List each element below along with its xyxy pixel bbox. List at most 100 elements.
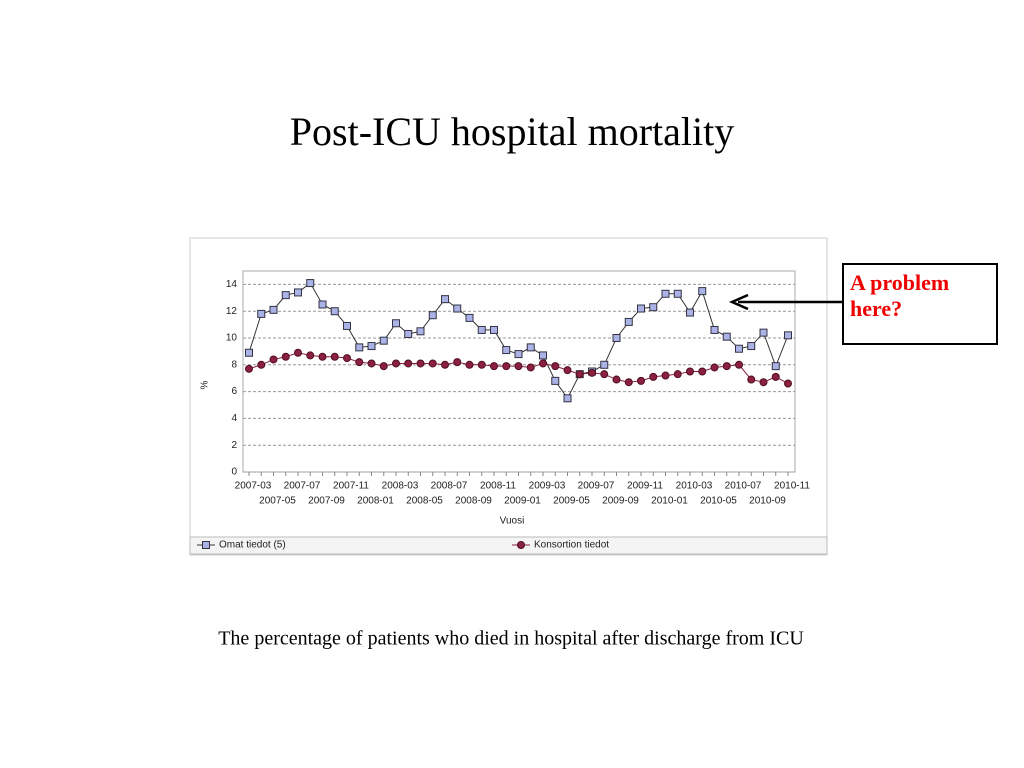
marker-square xyxy=(477,325,486,334)
marker-square xyxy=(343,321,351,330)
marker-square xyxy=(661,289,670,298)
marker-circle xyxy=(502,362,511,371)
marker-circle xyxy=(355,358,364,367)
x-tick-label: 2008-03 xyxy=(382,481,419,492)
marker-square xyxy=(539,351,547,360)
marker-square xyxy=(551,376,560,385)
x-axis-label: Vuosi xyxy=(500,516,525,527)
slide-title: Post-ICU hospital mortality xyxy=(290,109,734,154)
marker-square xyxy=(747,342,756,351)
chart-panel xyxy=(189,237,828,556)
marker-circle xyxy=(649,372,658,381)
marker-square xyxy=(526,343,535,352)
marker-circle xyxy=(318,352,327,361)
y-tick-label: 14 xyxy=(226,279,238,290)
y-tick-label: 0 xyxy=(231,467,237,478)
marker-square xyxy=(710,325,719,334)
x-tick-label: 2009-07 xyxy=(578,481,615,492)
y-tick-label: 10 xyxy=(226,333,238,344)
x-tick-label: 2007-03 xyxy=(235,481,272,492)
marker-circle xyxy=(600,370,609,379)
y-tick-label: 4 xyxy=(231,413,237,424)
marker-square xyxy=(502,346,511,355)
marker-circle xyxy=(441,360,449,369)
marker-square xyxy=(257,309,266,318)
x-tick-label: 2010-05 xyxy=(700,496,737,507)
legend-marker xyxy=(517,541,525,549)
marker-circle xyxy=(686,367,694,376)
marker-circle xyxy=(404,359,413,368)
marker-circle xyxy=(514,362,523,371)
marker-circle xyxy=(257,360,266,369)
marker-circle xyxy=(428,359,437,368)
marker-circle xyxy=(624,378,633,387)
marker-square xyxy=(453,304,462,313)
marker-square xyxy=(612,334,621,342)
x-tick-label: 2009-11 xyxy=(627,481,663,492)
marker-square xyxy=(722,332,731,341)
marker-circle xyxy=(661,371,670,380)
x-tick-label: 2010-09 xyxy=(749,496,786,507)
marker-square xyxy=(367,342,376,351)
marker-square xyxy=(416,327,425,336)
x-tick-label: 2008-11 xyxy=(480,481,516,492)
y-tick-label: 6 xyxy=(231,386,237,397)
marker-circle xyxy=(612,375,621,384)
marker-square xyxy=(379,336,388,345)
marker-square xyxy=(735,344,743,353)
x-tick-label: 2010-01 xyxy=(651,496,688,507)
x-tick-label: 2009-03 xyxy=(529,481,566,492)
marker-square xyxy=(281,291,290,300)
annotation-arrowhead xyxy=(728,293,749,311)
y-tick-label: 2 xyxy=(231,440,237,451)
x-tick-label: 2007-07 xyxy=(284,481,321,492)
x-tick-label: 2007-11 xyxy=(333,481,369,492)
marker-circle xyxy=(477,360,486,369)
marker-square xyxy=(600,360,609,369)
x-tick-label: 2009-05 xyxy=(553,496,590,507)
marker-circle xyxy=(710,363,719,372)
marker-circle xyxy=(735,360,743,369)
marker-circle xyxy=(306,351,315,360)
marker-square xyxy=(465,313,474,322)
marker-circle xyxy=(367,359,376,368)
marker-square xyxy=(563,394,572,403)
y-axis-label: % xyxy=(200,380,211,389)
x-tick-label: 2008-01 xyxy=(357,496,394,507)
marker-circle xyxy=(281,352,290,361)
marker-circle xyxy=(588,368,596,377)
x-tick-label: 2009-09 xyxy=(602,496,639,507)
marker-square xyxy=(404,329,413,338)
marker-circle xyxy=(343,354,351,363)
marker-square xyxy=(392,319,400,328)
marker-circle xyxy=(330,352,339,361)
marker-square xyxy=(784,331,792,340)
marker-square xyxy=(245,348,253,357)
marker-circle xyxy=(698,367,707,376)
marker-circle xyxy=(551,362,560,371)
marker-circle xyxy=(269,355,278,364)
x-tick-label: 2010-07 xyxy=(725,481,762,492)
annotation-holder: A problem here? xyxy=(850,270,949,321)
legend-label: Konsortion tiedot xyxy=(534,540,609,551)
marker-circle xyxy=(294,348,302,357)
marker-square xyxy=(428,311,437,320)
marker-circle xyxy=(379,362,388,371)
marker-circle xyxy=(526,363,535,372)
marker-circle xyxy=(563,366,572,375)
x-tick-label: 2008-07 xyxy=(431,481,468,492)
y-tick-label: 8 xyxy=(231,359,237,370)
marker-square xyxy=(330,307,339,316)
marker-square xyxy=(294,288,302,297)
marker-square xyxy=(269,305,278,314)
marker-square xyxy=(637,304,645,313)
marker-circle xyxy=(575,370,584,379)
marker-circle xyxy=(245,364,253,373)
marker-square xyxy=(355,343,364,352)
legend-label: Omat tiedot (5) xyxy=(219,540,286,551)
legend-strip xyxy=(189,536,828,555)
marker-square xyxy=(759,328,768,337)
annotation-box xyxy=(842,263,998,345)
